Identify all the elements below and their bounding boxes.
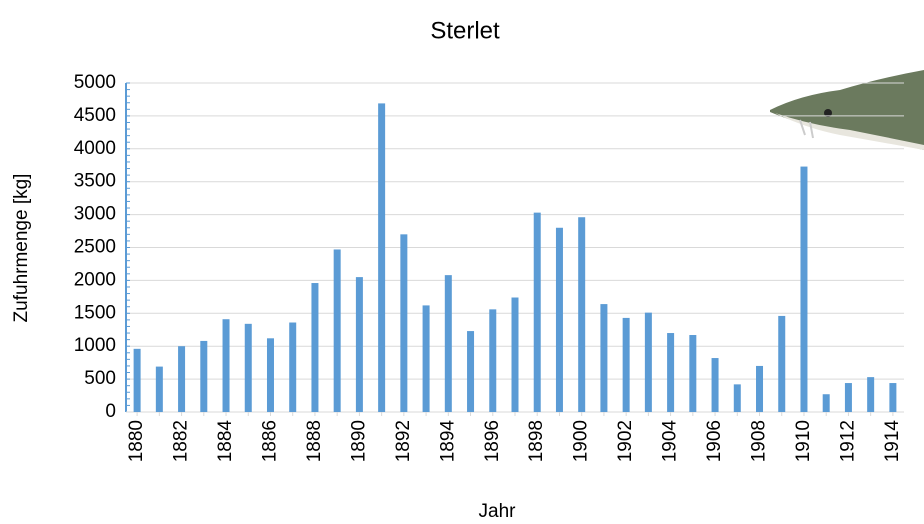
bar (356, 277, 363, 412)
bar (178, 346, 185, 412)
x-tick-label: 1886 (260, 420, 281, 462)
y-tick-label: 0 (105, 401, 116, 422)
x-tick-label: 1882 (171, 420, 192, 462)
x-tick-label: 1906 (704, 420, 725, 462)
x-tick-label: 1894 (437, 420, 458, 463)
y-tick-label: 500 (84, 368, 116, 389)
bar (378, 103, 385, 412)
y-tick-label: 2000 (74, 269, 116, 290)
bar (289, 323, 296, 412)
bar (489, 309, 496, 412)
x-tick-label: 1898 (526, 420, 547, 462)
y-axis-label: Zufuhrmenge [kg] (11, 174, 32, 323)
bar (667, 333, 674, 412)
x-tick-label: 1892 (393, 420, 414, 462)
bar (689, 335, 696, 412)
y-tick-label: 2500 (74, 237, 116, 258)
bar (578, 217, 585, 412)
bar (512, 298, 519, 412)
bar (623, 318, 630, 412)
x-tick-label: 1908 (749, 420, 770, 462)
bar (445, 275, 452, 412)
y-tick-label: 3500 (74, 171, 116, 192)
bar (245, 324, 252, 412)
x-tick-label: 1896 (482, 420, 503, 462)
x-tick-label: 1904 (660, 420, 681, 463)
bar (734, 384, 741, 412)
bar (334, 249, 341, 412)
bar (423, 305, 430, 412)
fish-picture (770, 70, 924, 150)
x-tick-label: 1880 (126, 420, 147, 462)
bar (889, 383, 896, 412)
bar (267, 338, 274, 412)
bar (756, 366, 763, 412)
bar (134, 349, 141, 412)
bar (223, 319, 230, 412)
x-tick-label: 1888 (304, 420, 325, 462)
bar (400, 234, 407, 412)
x-tick-label: 1900 (571, 420, 592, 462)
y-tick-label: 4500 (74, 105, 116, 126)
bar (712, 358, 719, 412)
bar (556, 228, 563, 412)
bar (800, 167, 807, 412)
bar (467, 331, 474, 412)
x-tick-label: 1884 (215, 420, 236, 463)
y-tick-label: 3000 (74, 204, 116, 225)
bar (200, 341, 207, 412)
chart-title: Sterlet (430, 17, 500, 44)
bar (645, 313, 652, 412)
x-axis-label: Jahr (479, 501, 517, 522)
y-tick-label: 5000 (74, 72, 116, 93)
bar (823, 394, 830, 412)
bar (534, 213, 541, 412)
bar (867, 377, 874, 412)
bar (778, 316, 785, 412)
chart: Sterlet Jahr Zufuhrmenge [kg] 0 500 1000 15… (0, 0, 924, 524)
y-tick-label: 4000 (74, 138, 116, 159)
bar (600, 304, 607, 412)
bar (845, 383, 852, 412)
x-tick-label: 1902 (615, 420, 636, 462)
x-tick-label: 1910 (793, 420, 814, 462)
y-tick-label: 1000 (74, 335, 116, 356)
x-tick-label: 1912 (837, 420, 858, 462)
x-tick-label: 1890 (348, 420, 369, 462)
x-tick-label: 1914 (882, 420, 903, 463)
y-tick-label: 1500 (74, 302, 116, 323)
bar (156, 367, 163, 412)
bar (311, 283, 318, 412)
